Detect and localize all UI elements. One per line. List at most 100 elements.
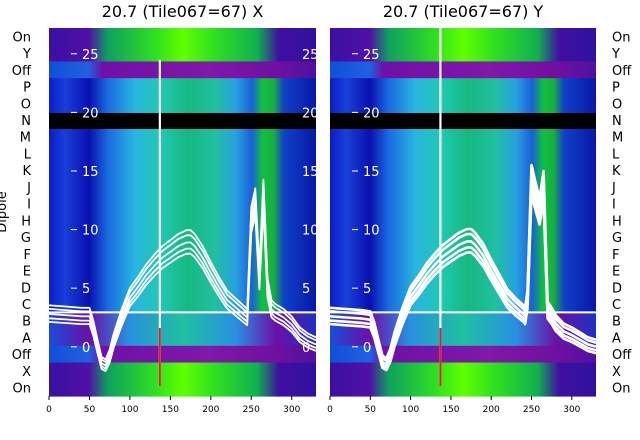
overlay-tick-label-edge: 5 (302, 282, 310, 297)
row-label: B (612, 315, 621, 330)
row-label: On (13, 382, 31, 397)
heatmap-row-21 (330, 379, 596, 397)
row-label: I (27, 198, 31, 213)
x-tick-label: 200 (483, 405, 500, 415)
row-label: G (21, 231, 31, 246)
bandpass-line-2 (329, 186, 597, 369)
row-label: O (612, 97, 622, 112)
row-label: Off (12, 348, 32, 363)
overlay-tick-label: 15 (82, 165, 99, 180)
x-tick-label: 50 (365, 405, 377, 415)
x-tick-label: 300 (563, 405, 580, 415)
heatmap-row-7 (330, 145, 596, 163)
row-label: D (612, 281, 622, 296)
heatmap-row-6 (330, 128, 596, 146)
x-tick-label: 100 (121, 405, 138, 415)
row-label: J (611, 181, 616, 196)
overlay-tick-label-edge: 15 (302, 165, 319, 180)
chart-title: 20.7 (Tile067=67) X (102, 2, 264, 21)
heatmap-row-3 (49, 78, 316, 96)
x-tick-label: 250 (243, 405, 260, 415)
panel-y: 0 5 10 15 20 25 (329, 28, 597, 397)
row-label: D (21, 281, 31, 296)
heatmap-row-3 (330, 78, 596, 96)
row-label: K (22, 164, 31, 179)
overlay-tick-label: 10 (82, 224, 99, 239)
chart-title: 20.7 (Tile067=67) Y (383, 2, 544, 21)
row-label: M (612, 131, 623, 146)
panel-x: 0 5 10 15 20 25 0 5 10 15 20 25 (48, 28, 319, 397)
row-label: P (612, 81, 620, 96)
heatmap-row-4 (330, 94, 596, 113)
bandpass-line-0 (329, 179, 597, 366)
x-tick-label: 200 (202, 405, 219, 415)
row-label: K (612, 164, 621, 179)
row-label: M (20, 131, 31, 146)
row-label: F (24, 248, 31, 263)
heatmap-row-6 (49, 128, 316, 146)
row-label: L (24, 147, 32, 162)
x-tick-label: 100 (402, 405, 419, 415)
row-label: F (612, 248, 619, 263)
overlay-tick-label-edge: 20 (302, 106, 319, 121)
heatmap-row-1 (330, 44, 596, 63)
heatmap-row-10 (330, 195, 596, 213)
overlay-tick-label: 0 (82, 341, 90, 356)
row-label: L (612, 147, 620, 162)
row-label: X (612, 365, 621, 380)
row-label: C (612, 298, 621, 313)
row-label: N (612, 114, 622, 129)
heatmap-row-9 (330, 178, 596, 196)
heatmap-row-8 (49, 161, 316, 180)
bandpass-line-0 (48, 193, 317, 367)
x-tick-label: 150 (162, 405, 179, 415)
y-axis-label: Dipole (0, 191, 10, 232)
bandpass-line-3 (329, 163, 597, 360)
bandpass-line-4 (48, 206, 317, 372)
heatmap-row-13 (49, 245, 316, 263)
x-tick-label: 0 (46, 405, 52, 415)
row-label: H (21, 214, 31, 229)
heatmap-row-0 (330, 28, 596, 46)
x-tick-label: 250 (523, 405, 540, 415)
x-tick-label: 150 (442, 405, 459, 415)
overlay-tick-label: 0 (363, 341, 371, 356)
bandpass-line-4 (329, 193, 597, 372)
row-label: B (22, 315, 31, 330)
row-label: X (22, 365, 31, 380)
row-label: C (22, 298, 31, 313)
overlay-tick-label: 5 (363, 282, 371, 297)
row-label: E (612, 265, 620, 280)
heatmap-row-19 (49, 345, 316, 364)
overlay-tick-label-edge: 0 (302, 341, 310, 356)
overlay-tick-label-edge: 10 (302, 224, 319, 239)
heatmap-row-16 (330, 295, 596, 313)
heatmap-row-11 (49, 212, 316, 230)
row-label: Off (612, 64, 632, 79)
row-label: J (26, 181, 31, 196)
x-tick-label: 300 (283, 405, 300, 415)
row-label: On (612, 382, 630, 397)
row-label: On (612, 30, 630, 45)
row-label: P (23, 81, 31, 96)
heatmap-row-2 (330, 61, 596, 79)
overlay-tick-label: 25 (82, 48, 99, 63)
row-label: Off (12, 64, 32, 79)
heatmap-row-2 (49, 61, 316, 79)
bandpass-line-3 (48, 178, 317, 361)
heatmap-row-4 (49, 94, 316, 113)
heatmap-row-19 (330, 345, 596, 364)
overlay-tick-label: 25 (363, 48, 380, 63)
heatmap-row-8 (330, 161, 596, 180)
row-label: Y (611, 47, 620, 62)
heatmap-row-0 (49, 28, 316, 46)
overlay-tick-label: 15 (363, 165, 380, 180)
heatmap-row-21 (49, 379, 316, 397)
row-label: Y (22, 47, 31, 62)
row-label: I (612, 198, 616, 213)
row-label: A (612, 331, 621, 346)
row-label: On (13, 30, 31, 45)
x-tick-label: 50 (84, 405, 96, 415)
row-label: E (23, 265, 31, 280)
